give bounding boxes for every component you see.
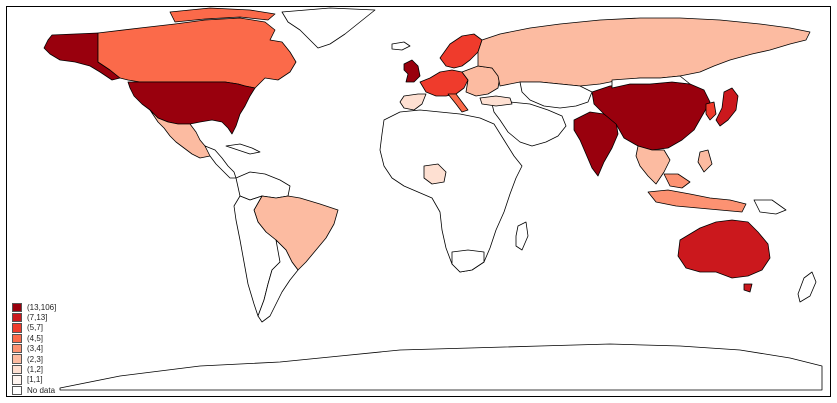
legend-label: [1,1] — [27, 375, 43, 385]
region-korea[interactable] — [705, 101, 717, 121]
region-greenland[interactable] — [281, 7, 376, 49]
region-new-zealand[interactable] — [797, 271, 817, 303]
region-mongolia[interactable] — [611, 75, 691, 89]
region-middle-east[interactable] — [491, 101, 567, 147]
region-south-africa[interactable] — [451, 249, 485, 273]
region-australia[interactable] — [677, 219, 771, 279]
legend-label: (13,106] — [27, 302, 57, 312]
region-canada[interactable] — [97, 17, 297, 89]
legend-item: (13,106] — [12, 302, 82, 312]
region-argentina[interactable] — [257, 239, 299, 323]
region-caribbean[interactable] — [225, 143, 261, 155]
legend-label: No data — [27, 385, 56, 395]
legend-swatch — [12, 385, 22, 396]
region-scandinavia[interactable] — [439, 33, 483, 69]
legend-label: (4,5] — [27, 333, 44, 343]
region-antarctica[interactable] — [59, 343, 823, 391]
legend-swatch — [12, 354, 22, 364]
region-iberia[interactable] — [399, 93, 427, 111]
legend-swatch — [12, 344, 22, 354]
map-legend: (13,106] (7,13] (5,7] (4,5] (3,4] (2,3] (1,2][… — [12, 302, 82, 396]
legend-item: (5,7] — [12, 323, 82, 333]
legend-label: (5,7] — [27, 323, 44, 333]
region-iceland[interactable] — [391, 41, 411, 51]
legend-swatch — [12, 333, 22, 344]
legend-item: (4,5] — [12, 333, 82, 344]
legend-item: [1,1] — [12, 375, 82, 385]
region-western-europe[interactable] — [419, 69, 469, 97]
legend-label: (3,4] — [27, 344, 44, 354]
region-italy[interactable] — [447, 93, 469, 113]
region-malaysia[interactable] — [663, 173, 691, 189]
legend-item: (3,4] — [12, 344, 82, 354]
region-tasmania[interactable] — [743, 283, 753, 293]
legend-item: (2,3] — [12, 354, 82, 364]
legend-swatch — [12, 375, 22, 385]
legend-swatch — [12, 302, 22, 312]
region-africa[interactable] — [379, 109, 523, 273]
legend-label: (1,2] — [27, 365, 44, 375]
region-southeast-asia[interactable] — [635, 145, 671, 185]
legend-item: (7,13] — [12, 312, 82, 323]
region-nigeria[interactable] — [423, 163, 447, 185]
legend-swatch — [12, 323, 22, 333]
region-central-america[interactable] — [204, 145, 237, 179]
legend-item: (1,2] — [12, 364, 82, 375]
region-papua-new-guinea[interactable] — [753, 199, 787, 215]
legend-swatch — [12, 364, 22, 375]
legend-label: (7,13] — [27, 313, 48, 323]
region-united-kingdom[interactable] — [403, 59, 421, 83]
region-madagascar[interactable] — [515, 221, 529, 251]
legend-swatch — [12, 312, 22, 323]
region-indonesia[interactable] — [647, 189, 747, 213]
region-russia[interactable] — [477, 17, 811, 87]
region-canada-arctic-islands[interactable] — [169, 7, 276, 23]
region-philippines[interactable] — [697, 149, 713, 173]
legend-label: (2,3] — [27, 354, 44, 364]
region-india[interactable] — [573, 111, 619, 177]
region-japan[interactable] — [715, 87, 739, 127]
region-central-asia[interactable] — [519, 81, 593, 109]
region-turkey[interactable] — [479, 95, 513, 107]
legend-item: No data — [12, 385, 82, 396]
